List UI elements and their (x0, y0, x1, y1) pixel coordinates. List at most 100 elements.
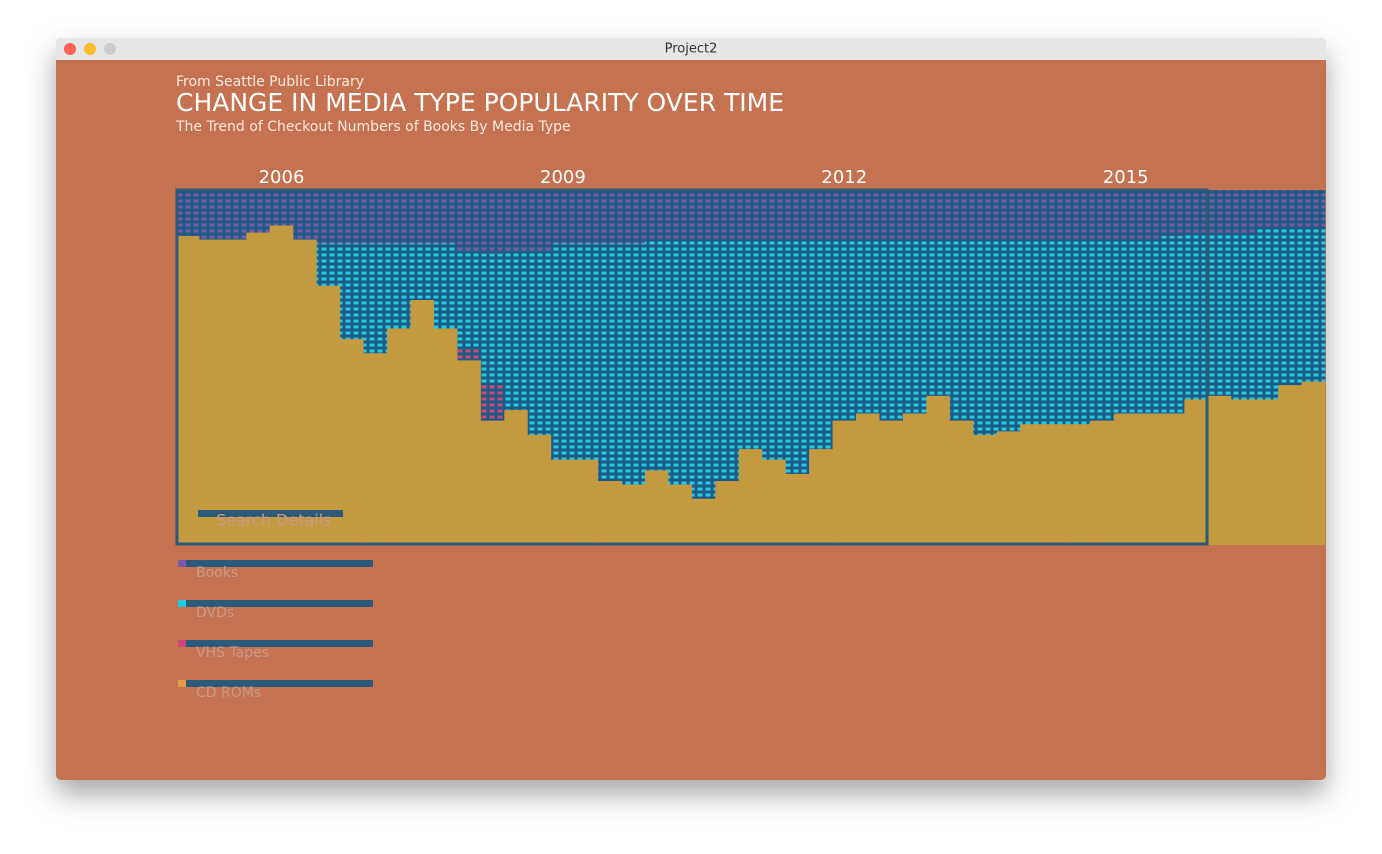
bar-segment (832, 239, 857, 421)
cd-rom-segment (926, 395, 951, 545)
title-bar-base (56, 52, 1326, 60)
bar-segment (1278, 190, 1302, 230)
bar-segment (1184, 232, 1209, 400)
legend-label: CD ROMs (196, 685, 261, 701)
bar-segment (1231, 190, 1255, 233)
cd-rom-segment (902, 413, 927, 545)
cd-rom-segment (504, 410, 529, 545)
legend-bar (186, 600, 373, 607)
close-button[interactable] (64, 43, 76, 55)
bar-segment (832, 190, 857, 240)
zoom-button[interactable] (104, 43, 116, 55)
bar-segment (996, 190, 1021, 240)
bar-segment (199, 190, 224, 240)
search-label[interactable]: Search Details (216, 511, 332, 530)
cd-rom-segment (645, 470, 669, 545)
cd-rom-segment (457, 360, 482, 545)
bar-segment (1043, 239, 1068, 425)
x-tick-label: 2009 (540, 167, 586, 188)
bar-segment (480, 190, 505, 254)
cd-rom-segment (949, 420, 974, 545)
cd-rom-segment (222, 239, 247, 545)
cd-rom-segment (715, 481, 740, 545)
bar-segment (1090, 239, 1115, 421)
bar-segment (738, 190, 763, 240)
cd-rom-segment (176, 236, 200, 545)
cd-rom-segment (1020, 424, 1044, 545)
cd-rom-segment (1301, 381, 1326, 545)
cd-rom-segment (856, 413, 880, 545)
cd-rom-segment (246, 232, 271, 545)
bar-segment (410, 243, 435, 301)
legend-bar (186, 560, 373, 567)
bar-segment (996, 239, 1021, 432)
bar-segment (738, 239, 763, 450)
cd-rom-segment (410, 300, 435, 545)
bar-segment (902, 190, 927, 240)
plot (176, 190, 1326, 545)
bar-segment (457, 190, 482, 251)
bar-segment (176, 190, 200, 237)
minimize-button[interactable] (84, 43, 96, 55)
legend-swatch (178, 600, 186, 607)
bar-segment (387, 243, 411, 329)
bar-segment (387, 190, 411, 244)
cd-rom-segment (1207, 395, 1232, 545)
x-tick-label: 2015 (1103, 167, 1149, 188)
bar-segment (973, 239, 998, 435)
bar-segment (1114, 239, 1138, 414)
bar-segment (1231, 232, 1255, 400)
bar-segment (668, 190, 693, 240)
bar-segment (1137, 190, 1162, 240)
bar-segment (433, 243, 458, 329)
cd-rom-segment (269, 225, 294, 545)
cd-rom-segment (621, 484, 646, 545)
bar-segment (1301, 190, 1326, 230)
bar-segment (340, 190, 364, 244)
cd-rom-segment (809, 449, 833, 545)
bar-segment (504, 190, 529, 251)
cd-rom-segment (691, 498, 716, 545)
bar-segment (762, 239, 786, 460)
cd-rom-segment (973, 434, 998, 545)
cd-rom-segment (1114, 413, 1138, 545)
cd-rom-segment (762, 459, 786, 545)
bar-segment (1207, 190, 1232, 233)
bar-segment (902, 239, 927, 414)
bar-segment (715, 239, 740, 482)
bar-segment (1067, 190, 1091, 240)
bar-segment (1278, 229, 1302, 386)
cd-rom-segment (480, 420, 505, 545)
search-field[interactable] (198, 510, 343, 517)
bar-segment (598, 243, 622, 482)
bar-segment (879, 190, 904, 240)
bar-segment (1020, 239, 1044, 425)
bar-segment (762, 190, 786, 240)
bar-segment (457, 250, 482, 350)
window-title: Project2 (665, 42, 718, 57)
bar-segment (856, 190, 880, 240)
bar-segment (1137, 239, 1162, 414)
legend-label: Books (196, 565, 238, 581)
cd-rom-segment (293, 239, 317, 545)
bar-segment (316, 190, 341, 244)
bar-segment (316, 243, 341, 286)
bar-segment (1114, 190, 1138, 240)
bar-segment (527, 250, 552, 435)
bar-segment (1301, 229, 1326, 382)
bar-segment (621, 190, 646, 244)
cd-rom-segment (738, 449, 763, 545)
cd-rom-segment (387, 328, 411, 545)
bar-segment (574, 190, 599, 244)
cd-rom-segment (1067, 424, 1091, 545)
legend-label: DVDs (196, 605, 234, 621)
bar-segment (973, 190, 998, 240)
bar-segment (1160, 190, 1185, 237)
bar-segment (668, 239, 693, 485)
bar-segment (645, 190, 669, 240)
bar-segment (621, 243, 646, 485)
bar-segment (457, 349, 482, 361)
cd-rom-segment (1160, 413, 1185, 545)
bar-segment (1184, 190, 1209, 233)
legend: Books DVDs VHS Tapes CD ROMs (178, 560, 373, 701)
